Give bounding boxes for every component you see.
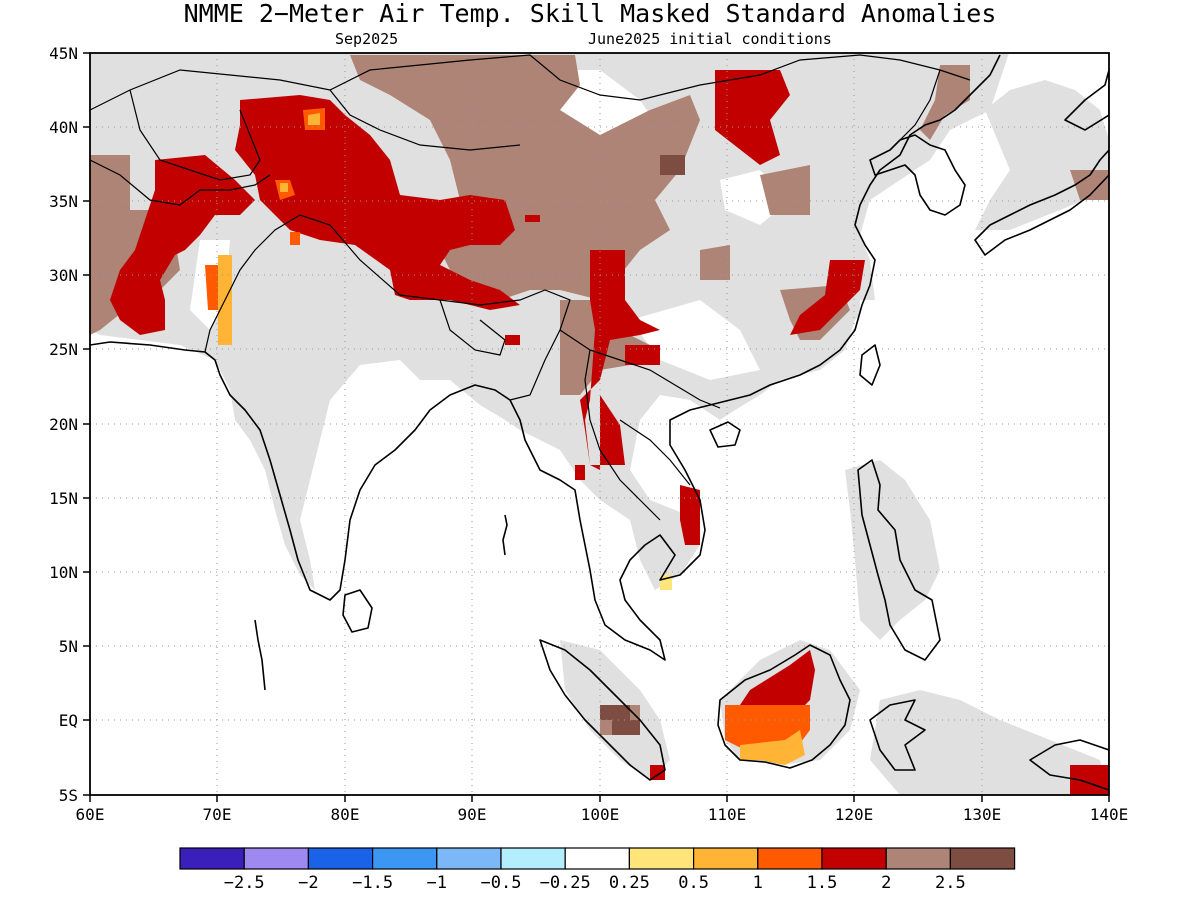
- colorbar-swatch: [307, 847, 374, 870]
- colorbar: −2.5 −2 −1.5 −1 −0.5 −0.25 0.25 0.5 1 1.5 2 2.5: [179, 847, 1016, 893]
- colorbar-label: −1: [427, 873, 447, 893]
- anomaly-1.5-2-layer: [110, 70, 1109, 795]
- anomaly-gt-2.5-layer: [600, 155, 685, 735]
- colorbar-swatch: [757, 847, 823, 870]
- colorbar-swatch: [564, 847, 631, 870]
- x-tick-label: 110E: [708, 805, 747, 824]
- colorbar-swatch: [821, 847, 887, 870]
- y-tick-label: 15N: [49, 489, 78, 508]
- colorbar-label: −0.5: [481, 873, 522, 893]
- y-tick-label: 5S: [59, 786, 78, 805]
- x-tick-label: 60E: [76, 805, 105, 824]
- colorbar-swatch: [436, 847, 502, 870]
- x-tick-label: 100E: [581, 805, 620, 824]
- y-axis-labels: 45N 40N 35N 30N 25N 20N 15N 10N 5N EQ 5S: [49, 44, 78, 805]
- coastlines: [90, 54, 1109, 791]
- x-tick-label: 130E: [963, 805, 1002, 824]
- initial-conditions-label: June2025 initial conditions: [588, 30, 832, 48]
- gridlines: [90, 53, 1109, 795]
- colorbar-label: 1.5: [807, 873, 838, 893]
- y-tick-label: EQ: [59, 711, 78, 730]
- y-tick-label: 5N: [59, 637, 78, 656]
- colorbar-swatch: [243, 847, 309, 870]
- x-tick-label: 120E: [835, 805, 874, 824]
- x-tick-label: 70E: [203, 805, 232, 824]
- colorbar-label: 2: [881, 873, 891, 893]
- y-tick-label: 20N: [49, 415, 78, 434]
- axis-ticks: [83, 52, 1110, 802]
- x-tick-label: 140E: [1090, 805, 1129, 824]
- colorbar-label: 0.5: [678, 873, 709, 893]
- y-tick-label: 35N: [49, 192, 78, 211]
- colorbar-label: −2.5: [224, 873, 265, 893]
- colorbar-swatches: [179, 847, 1016, 870]
- colorbar-label: −1.5: [352, 873, 393, 893]
- x-axis-labels: 60E 70E 80E 90E 100E 110E 120E 130E 140E: [76, 805, 1129, 824]
- map-panel: 60E 70E 80E 90E 100E 110E 120E 130E 140E…: [49, 44, 1128, 824]
- colorbar-swatch: [372, 847, 438, 870]
- valid-month-label: Sep2025: [335, 30, 398, 48]
- colorbar-swatch: [885, 847, 952, 870]
- colorbar-label: 0.25: [609, 873, 650, 893]
- colorbar-label: −0.25: [540, 873, 591, 893]
- colorbar-swatch: [949, 847, 1016, 870]
- y-tick-label: 40N: [49, 118, 78, 137]
- colorbar-swatch: [179, 847, 245, 870]
- colorbar-swatch: [500, 847, 566, 870]
- colorbar-labels: −2.5 −2 −1.5 −1 −0.5 −0.25 0.25 0.5 1 1.5 2 2.5: [224, 873, 966, 893]
- x-tick-label: 90E: [458, 805, 487, 824]
- colorbar-label: 1: [753, 873, 763, 893]
- y-tick-label: 45N: [49, 44, 78, 63]
- colorbar-swatch: [692, 847, 759, 870]
- country-borders: [90, 54, 971, 521]
- y-tick-label: 10N: [49, 563, 78, 582]
- colorbar-label: −2: [298, 873, 318, 893]
- colorbar-label: 2.5: [935, 873, 966, 893]
- y-tick-label: 30N: [49, 266, 78, 285]
- colorbar-swatch: [628, 847, 695, 870]
- figure-title: NMME 2−Meter Air Temp. Skill Masked Stan…: [184, 0, 997, 28]
- x-tick-label: 80E: [331, 805, 360, 824]
- y-tick-label: 25N: [49, 340, 78, 359]
